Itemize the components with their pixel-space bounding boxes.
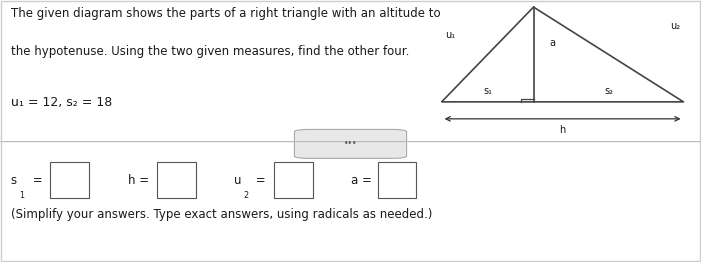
Text: The given diagram shows the parts of a right triangle with an altitude to: The given diagram shows the parts of a r… [11, 7, 440, 20]
Text: (Simplify your answers. Type exact answers, using radicals as needed.): (Simplify your answers. Type exact answe… [11, 208, 432, 221]
FancyBboxPatch shape [378, 162, 416, 198]
Text: u₁: u₁ [445, 30, 455, 40]
FancyBboxPatch shape [294, 129, 407, 158]
Text: a: a [549, 38, 555, 48]
Text: 1: 1 [20, 191, 25, 200]
Text: u₁ = 12, s₂ = 18: u₁ = 12, s₂ = 18 [11, 96, 111, 109]
Text: the hypotenuse. Using the two given measures, find the other four.: the hypotenuse. Using the two given meas… [11, 45, 409, 58]
Text: u: u [234, 173, 242, 187]
Text: •••: ••• [343, 139, 358, 148]
Text: s₁: s₁ [483, 86, 492, 96]
Text: =: = [252, 173, 266, 187]
Text: =: = [29, 173, 42, 187]
Text: s₂: s₂ [604, 86, 613, 96]
Text: a =: a = [351, 173, 372, 187]
Text: h: h [559, 125, 566, 135]
Text: s: s [11, 173, 17, 187]
FancyBboxPatch shape [157, 162, 196, 198]
FancyBboxPatch shape [274, 162, 313, 198]
Text: u₂: u₂ [670, 21, 680, 31]
Text: h =: h = [128, 173, 149, 187]
Text: 2: 2 [243, 191, 248, 200]
FancyBboxPatch shape [50, 162, 89, 198]
